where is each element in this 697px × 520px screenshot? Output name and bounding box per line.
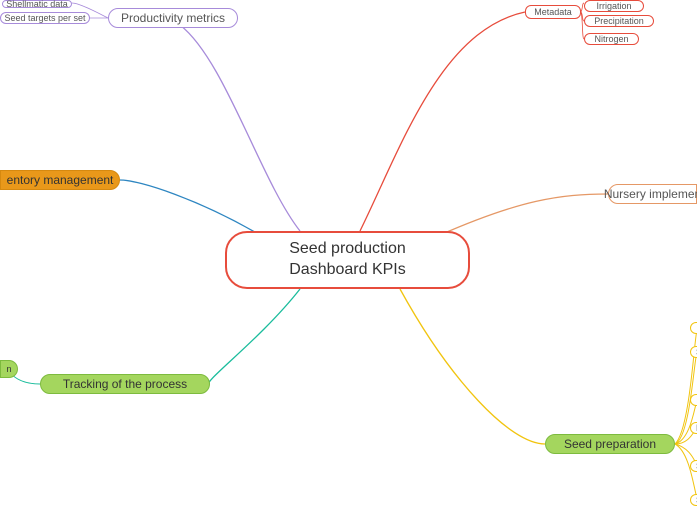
- node-label: Nitrogen: [594, 34, 628, 44]
- node-node[interactable]: I: [690, 322, 697, 334]
- node-node[interactable]: Seed targets per set: [0, 12, 90, 24]
- node-label: Precipitation: [594, 16, 644, 26]
- node-node[interactable]: S: [690, 346, 697, 358]
- inventory-node[interactable]: entory management: [0, 170, 120, 190]
- node-node[interactable]: Precipitation: [584, 15, 654, 27]
- node-label: Nursery implemen: [604, 187, 697, 201]
- node-label: n: [7, 364, 12, 374]
- node-node[interactable]: S: [690, 494, 697, 506]
- node-label: Shellmatic data: [6, 0, 68, 9]
- node-node[interactable]: Nitrogen: [584, 33, 639, 45]
- seedprep-node[interactable]: Seed preparation: [545, 434, 675, 454]
- node-label: Productivity metrics: [121, 11, 225, 25]
- productivity-node[interactable]: Productivity metrics: [108, 8, 238, 28]
- metadata-node[interactable]: Metadata: [525, 5, 581, 19]
- mindmap-canvas: Seed productionDashboard KPIs Productivit…: [0, 0, 697, 520]
- tracking-node[interactable]: Tracking of the process: [40, 374, 210, 394]
- central-label: Seed productionDashboard KPIs: [289, 239, 406, 281]
- node-label: entory management: [7, 173, 114, 187]
- node-label: Irrigation: [596, 1, 631, 11]
- node-node[interactable]: S: [690, 460, 697, 472]
- node-node[interactable]: F: [690, 394, 697, 406]
- node-label: Metadata: [534, 7, 572, 17]
- node-label: Seed preparation: [564, 437, 656, 451]
- node-label: Tracking of the process: [63, 377, 187, 391]
- node-label: Seed targets per set: [4, 13, 85, 23]
- node-node[interactable]: n: [0, 360, 18, 378]
- nursery-node[interactable]: Nursery implemen: [608, 184, 697, 204]
- node-node[interactable]: Irrigation: [584, 0, 644, 12]
- node-node[interactable]: Shellmatic data: [2, 0, 72, 8]
- node-node[interactable]: P: [690, 422, 697, 434]
- central-node[interactable]: Seed productionDashboard KPIs: [225, 231, 470, 289]
